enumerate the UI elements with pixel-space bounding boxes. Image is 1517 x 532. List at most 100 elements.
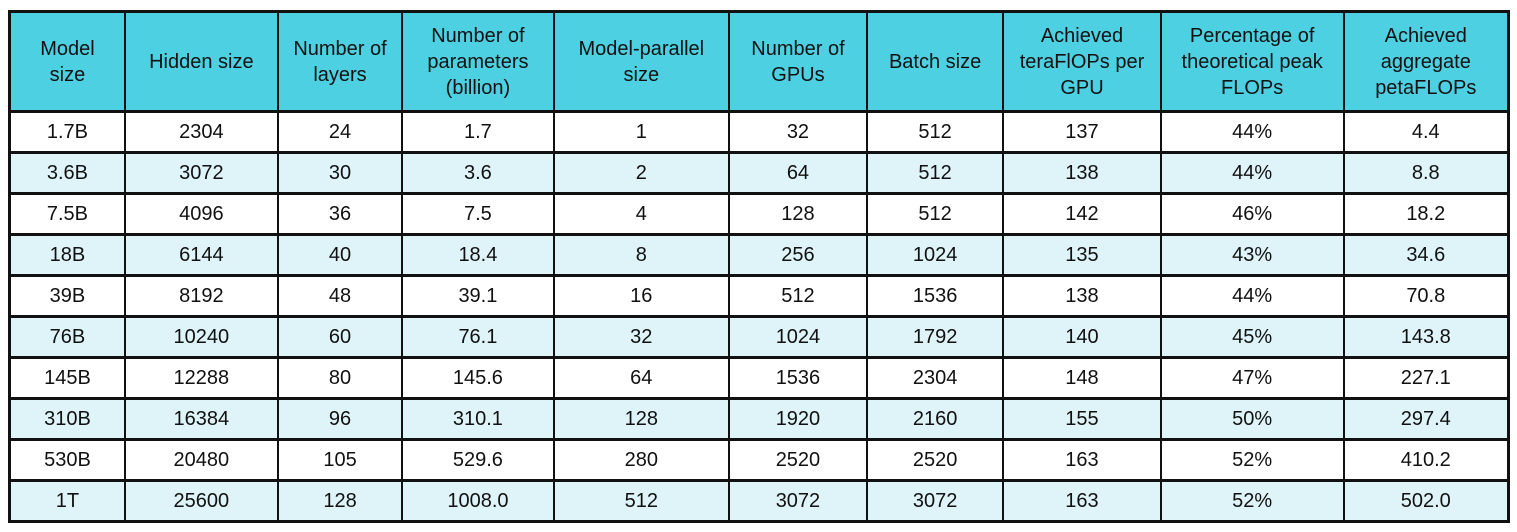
cell-r6-c3: 60 xyxy=(276,315,404,359)
cell-r2-c3: 30 xyxy=(276,151,404,195)
cell-r4-c10: 34.6 xyxy=(1342,233,1510,277)
cell-r8-c6: 1920 xyxy=(727,397,868,441)
cell-r4-c7: 1024 xyxy=(865,233,1005,277)
cell-r8-c10: 297.4 xyxy=(1342,397,1510,441)
cell-r7-c7: 2304 xyxy=(865,356,1005,400)
cell-r9-c6: 2520 xyxy=(727,438,868,482)
cell-r10-c9: 52% xyxy=(1159,479,1345,523)
cell-r4-c1: 18B xyxy=(8,233,126,277)
cell-r4-c3: 40 xyxy=(276,233,404,277)
cell-r2-c2: 3072 xyxy=(123,151,279,195)
cell-r1-c1: 1.7B xyxy=(8,110,126,154)
cell-r10-c5: 512 xyxy=(552,479,730,523)
cell-r1-c3: 24 xyxy=(276,110,404,154)
cell-r2-c7: 512 xyxy=(865,151,1005,195)
cell-r5-c2: 8192 xyxy=(123,274,279,318)
cell-r1-c8: 137 xyxy=(1002,110,1162,154)
cell-r5-c7: 1536 xyxy=(865,274,1005,318)
column-header-9: Percentage of theoretical peak FLOPs xyxy=(1159,10,1345,113)
table-row-4: 18B 6144 40 18.4 8 256 1024 135 43% 34.6 xyxy=(8,233,1510,277)
cell-r3-c6: 128 xyxy=(727,192,868,236)
column-header-8: Achieved teraFlOPs per GPU xyxy=(1002,10,1162,113)
cell-r3-c1: 7.5B xyxy=(8,192,126,236)
cell-r4-c9: 43% xyxy=(1159,233,1345,277)
cell-r10-c10: 502.0 xyxy=(1342,479,1510,523)
table-row-8: 310B 16384 96 310.1 128 1920 2160 155 50% 297.4 xyxy=(8,397,1510,441)
cell-r6-c7: 1792 xyxy=(865,315,1005,359)
column-header-10: Achieved aggregate petaFLOPs xyxy=(1342,10,1510,113)
column-header-6: Number of GPUs xyxy=(727,10,868,113)
cell-r3-c3: 36 xyxy=(276,192,404,236)
cell-r6-c4: 76.1 xyxy=(401,315,555,359)
column-header-4: Number of parameters (billion) xyxy=(401,10,555,113)
cell-r5-c8: 138 xyxy=(1002,274,1162,318)
cell-r2-c9: 44% xyxy=(1159,151,1345,195)
cell-r2-c4: 3.6 xyxy=(401,151,555,195)
cell-r5-c4: 39.1 xyxy=(401,274,555,318)
cell-r1-c5: 1 xyxy=(552,110,730,154)
cell-r3-c7: 512 xyxy=(865,192,1005,236)
cell-r2-c1: 3.6B xyxy=(8,151,126,195)
cell-r2-c5: 2 xyxy=(552,151,730,195)
cell-r6-c8: 140 xyxy=(1002,315,1162,359)
column-header-2: Hidden size xyxy=(123,10,279,113)
cell-r6-c6: 1024 xyxy=(727,315,868,359)
cell-r9-c3: 105 xyxy=(276,438,404,482)
cell-r10-c8: 163 xyxy=(1002,479,1162,523)
table-row-9: 530B 20480 105 529.6 280 2520 2520 163 52% 410.2 xyxy=(8,438,1510,482)
cell-r1-c2: 2304 xyxy=(123,110,279,154)
cell-r9-c5: 280 xyxy=(552,438,730,482)
cell-r4-c2: 6144 xyxy=(123,233,279,277)
cell-r8-c4: 310.1 xyxy=(401,397,555,441)
table-header: Model size Hidden size Number of layers Num… xyxy=(8,10,1510,113)
cell-r6-c1: 76B xyxy=(8,315,126,359)
cell-r2-c10: 8.8 xyxy=(1342,151,1510,195)
cell-r1-c6: 32 xyxy=(727,110,868,154)
cell-r1-c4: 1.7 xyxy=(401,110,555,154)
table-row-1: 1.7B 2304 24 1.7 1 32 512 137 44% 4.4 xyxy=(8,110,1510,154)
cell-r6-c5: 32 xyxy=(552,315,730,359)
cell-r3-c5: 4 xyxy=(552,192,730,236)
cell-r5-c6: 512 xyxy=(727,274,868,318)
cell-r10-c2: 25600 xyxy=(123,479,279,523)
cell-r1-c9: 44% xyxy=(1159,110,1345,154)
cell-r8-c7: 2160 xyxy=(865,397,1005,441)
cell-r6-c2: 10240 xyxy=(123,315,279,359)
table-body: 1.7B 2304 24 1.7 1 32 512 137 44% 4.4 3.6B 3072 30 3.… xyxy=(8,110,1510,523)
header-row: Model size Hidden size Number of layers Num… xyxy=(8,10,1510,113)
cell-r4-c8: 135 xyxy=(1002,233,1162,277)
cell-r7-c8: 148 xyxy=(1002,356,1162,400)
table-row-2: 3.6B 3072 30 3.6 2 64 512 138 44% 8.8 xyxy=(8,151,1510,195)
cell-r3-c8: 142 xyxy=(1002,192,1162,236)
cell-r8-c3: 96 xyxy=(276,397,404,441)
cell-r8-c2: 16384 xyxy=(123,397,279,441)
cell-r5-c5: 16 xyxy=(552,274,730,318)
cell-r7-c4: 145.6 xyxy=(401,356,555,400)
cell-r9-c8: 163 xyxy=(1002,438,1162,482)
cell-r4-c5: 8 xyxy=(552,233,730,277)
cell-r10-c6: 3072 xyxy=(727,479,868,523)
table-row-6: 76B 10240 60 76.1 32 1024 1792 140 45% 143.8 xyxy=(8,315,1510,359)
cell-r10-c7: 3072 xyxy=(865,479,1005,523)
column-header-7: Batch size xyxy=(865,10,1005,113)
cell-r10-c3: 128 xyxy=(276,479,404,523)
cell-r7-c6: 1536 xyxy=(727,356,868,400)
cell-r9-c9: 52% xyxy=(1159,438,1345,482)
cell-r4-c6: 256 xyxy=(727,233,868,277)
cell-r9-c7: 2520 xyxy=(865,438,1005,482)
cell-r2-c8: 138 xyxy=(1002,151,1162,195)
cell-r7-c9: 47% xyxy=(1159,356,1345,400)
cell-r9-c4: 529.6 xyxy=(401,438,555,482)
cell-r7-c2: 12288 xyxy=(123,356,279,400)
cell-r7-c10: 227.1 xyxy=(1342,356,1510,400)
column-header-3: Number of layers xyxy=(276,10,404,113)
cell-r8-c1: 310B xyxy=(8,397,126,441)
cell-r3-c2: 4096 xyxy=(123,192,279,236)
cell-r2-c6: 64 xyxy=(727,151,868,195)
cell-r3-c4: 7.5 xyxy=(401,192,555,236)
cell-r1-c7: 512 xyxy=(865,110,1005,154)
column-header-5: Model-parallel size xyxy=(552,10,730,113)
table-row-7: 145B 12288 80 145.6 64 1536 2304 148 47% 227.1 xyxy=(8,356,1510,400)
cell-r8-c5: 128 xyxy=(552,397,730,441)
